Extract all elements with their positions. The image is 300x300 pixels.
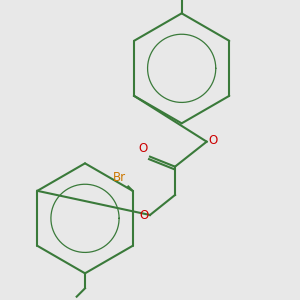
Text: Br: Br (113, 171, 126, 184)
Text: O: O (208, 134, 218, 148)
Text: O: O (138, 142, 147, 155)
Text: O: O (139, 209, 148, 222)
